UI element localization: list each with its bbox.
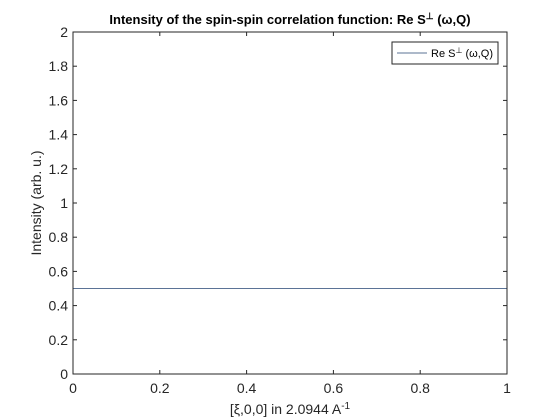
y-tick-label: 0.4: [49, 298, 69, 314]
ticks: 0 0.2 0.4 0.6 0.8 1 0 0.2 0.4 0.6 0.8 1 1.2 1.4 1.6 1.8…: [49, 24, 512, 396]
x-axis-label-sup: -1: [341, 401, 350, 412]
chart-title-sup: ⊥: [426, 11, 434, 21]
legend-label: Re S⊥ (ω,Q): [431, 46, 493, 61]
x-tick-label: 0.4: [237, 380, 257, 396]
legend-label-main: Re S: [431, 48, 455, 60]
chart-title-main: Intensity of the spin-spin correlation f…: [109, 12, 426, 27]
y-tick-label: 1: [60, 195, 68, 211]
x-tick-label: 0: [69, 380, 77, 396]
legend-box: [391, 41, 499, 65]
x-axis-label-main: [ξ,0,0] in 2.0944 A: [230, 401, 342, 417]
x-axis-label: [ξ,0,0] in 2.0944 A-1: [230, 401, 351, 418]
chart-title: Intensity of the spin-spin correlation f…: [109, 11, 470, 27]
x-tick-label: 0.8: [410, 380, 430, 396]
x-tick-label: 0.6: [324, 380, 344, 396]
y-tick-label: 0.2: [49, 332, 69, 348]
y-tick-label: 1.2: [49, 161, 69, 177]
y-tick-label: 1.8: [49, 58, 69, 74]
x-tick-label: 1: [503, 380, 511, 396]
legend-label-sup: ⊥: [455, 46, 462, 55]
x-tick-label: 0.2: [150, 380, 170, 396]
y-tick-label: 1.4: [49, 127, 69, 143]
legend-label-tail: (ω,Q): [462, 48, 493, 60]
y-tick-label: 0: [60, 366, 68, 382]
plot-border: [72, 31, 508, 375]
chart-title-tail: (ω,Q): [434, 12, 471, 27]
legend: Re S⊥ (ω,Q): [391, 41, 499, 65]
plot-area: [73, 32, 507, 374]
y-axis-label: Intensity (arb. u.): [28, 150, 44, 255]
y-tick-label: 0.8: [49, 229, 69, 245]
y-tick-label: 1.6: [49, 92, 69, 108]
y-tick-label: 0.6: [49, 263, 69, 279]
y-tick-label: 2: [60, 24, 68, 40]
